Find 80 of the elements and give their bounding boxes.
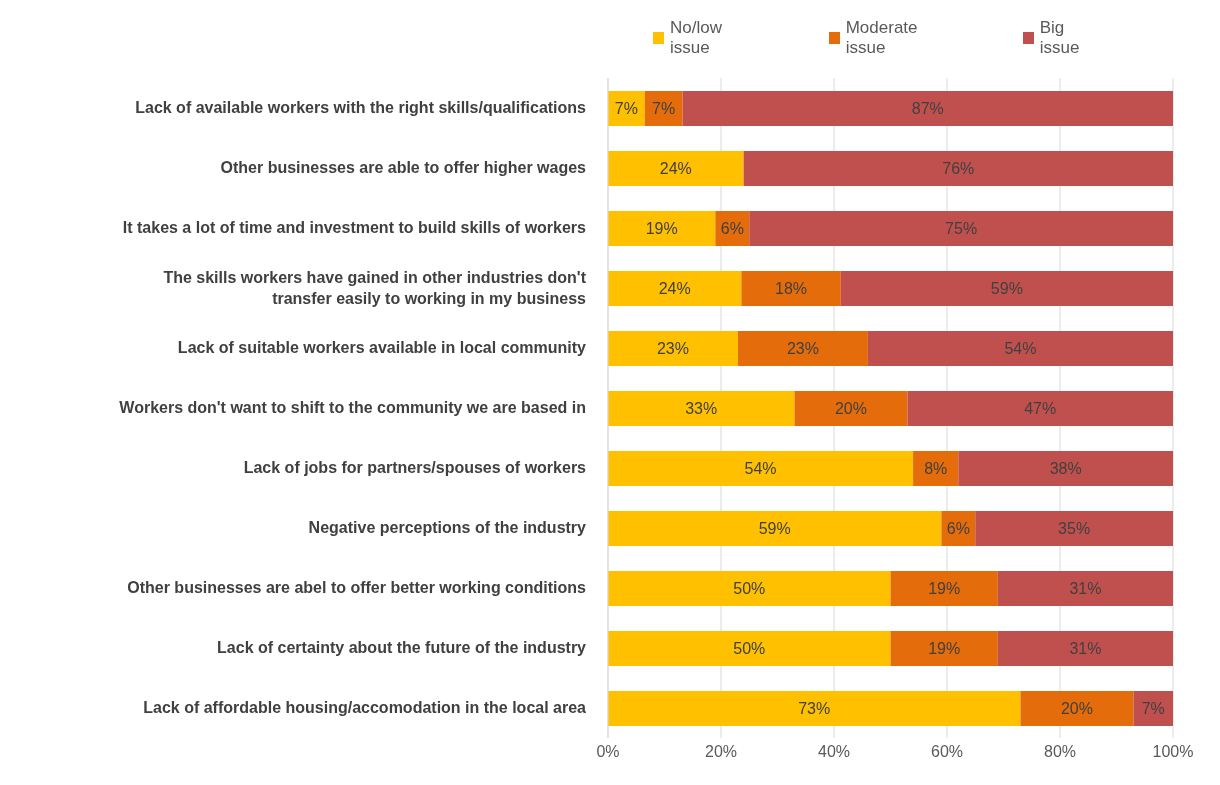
bar xyxy=(997,571,1173,606)
bar xyxy=(743,151,1173,186)
bar xyxy=(608,331,738,366)
bar xyxy=(749,211,1173,246)
y-tick-label: Workers don't want to shift to the community we are based in xyxy=(119,399,586,416)
data-label: 59% xyxy=(990,280,1023,298)
data-label: 54% xyxy=(1004,340,1037,358)
data-label: 19% xyxy=(928,580,961,598)
y-tick-label: Lack of suitable workers available in local community xyxy=(177,339,587,356)
data-label: 38% xyxy=(1049,460,1082,478)
bar xyxy=(608,631,891,666)
data-label: 31% xyxy=(1069,640,1102,658)
bar xyxy=(608,151,744,186)
data-label: 50% xyxy=(733,640,766,658)
data-label: 19% xyxy=(645,220,678,238)
data-label: 76% xyxy=(942,160,975,178)
data-label: 33% xyxy=(685,400,718,418)
data-label: 20% xyxy=(1060,700,1093,718)
y-tick-label: Lack of certainty about the future of the industry xyxy=(217,639,587,656)
x-tick-label: 100% xyxy=(1152,743,1194,761)
y-tick-label: It takes a lot of time and investment to build skills of workers xyxy=(122,219,587,236)
bar xyxy=(975,511,1173,546)
data-label: 7% xyxy=(614,100,638,118)
data-label: 31% xyxy=(1069,580,1102,598)
bar xyxy=(794,391,908,426)
data-label: 50% xyxy=(733,580,766,598)
x-tick-label: 60% xyxy=(930,743,964,761)
bar xyxy=(608,211,716,246)
legend-label: No/low issue xyxy=(669,18,723,58)
y-tick-label: Other businesses are able to offer higher wages xyxy=(220,159,587,176)
x-tick-label: 40% xyxy=(817,743,851,761)
x-tick-label: 80% xyxy=(1043,743,1077,761)
data-label: 59% xyxy=(758,520,791,538)
data-label: 7% xyxy=(652,100,676,118)
data-label: 35% xyxy=(1058,520,1091,538)
data-label: 87% xyxy=(911,100,944,118)
bar xyxy=(608,571,891,606)
bar xyxy=(907,391,1173,426)
bar xyxy=(741,271,841,306)
bar xyxy=(1133,691,1173,726)
bar xyxy=(737,331,868,366)
y-tick-label: Other businesses are abel to offer better working conditions xyxy=(127,579,587,596)
data-label: 75% xyxy=(945,220,978,238)
bar xyxy=(997,631,1173,666)
y-tick-label: Lack of jobs for partners/spouses of workers xyxy=(243,459,587,476)
bar xyxy=(608,391,795,426)
data-label: 19% xyxy=(928,640,961,658)
data-label: 8% xyxy=(924,460,948,478)
x-tick-label: 20% xyxy=(704,743,738,761)
data-label: 23% xyxy=(786,340,819,358)
data-label: 73% xyxy=(798,700,831,718)
bar xyxy=(644,91,683,126)
data-label: 23% xyxy=(656,340,689,358)
bar xyxy=(890,571,998,606)
bar xyxy=(867,331,1173,366)
data-label: 24% xyxy=(658,280,691,298)
y-tick-label: Lack of available workers with the right skills/qualifications xyxy=(135,99,587,116)
bar xyxy=(608,691,1021,726)
bar xyxy=(608,271,742,306)
bar xyxy=(1020,691,1134,726)
data-label: 6% xyxy=(946,520,970,538)
legend-label: Moderate issue xyxy=(844,18,919,58)
data-label: 47% xyxy=(1024,400,1057,418)
x-tick-label: 0% xyxy=(596,743,620,761)
y-tick-label: Lack of affordable housing/accomodation in the local area xyxy=(143,699,587,716)
bar xyxy=(608,511,942,546)
y-tick-label: Negative perceptions of the industry xyxy=(308,519,587,536)
data-label: 24% xyxy=(659,160,692,178)
data-label: 54% xyxy=(744,460,777,478)
data-label: 6% xyxy=(720,220,744,238)
bar xyxy=(840,271,1173,306)
data-label: 18% xyxy=(775,280,808,298)
bar xyxy=(608,451,914,486)
data-label: 7% xyxy=(1141,700,1165,718)
legend-label: Big issue xyxy=(1038,18,1081,58)
bar xyxy=(890,631,998,666)
bar xyxy=(958,451,1173,486)
y-tick-label: The skills workers have gained in other industries don't transfer easily to working in my business xyxy=(163,268,587,307)
bar xyxy=(682,91,1173,126)
data-label: 20% xyxy=(834,400,867,418)
